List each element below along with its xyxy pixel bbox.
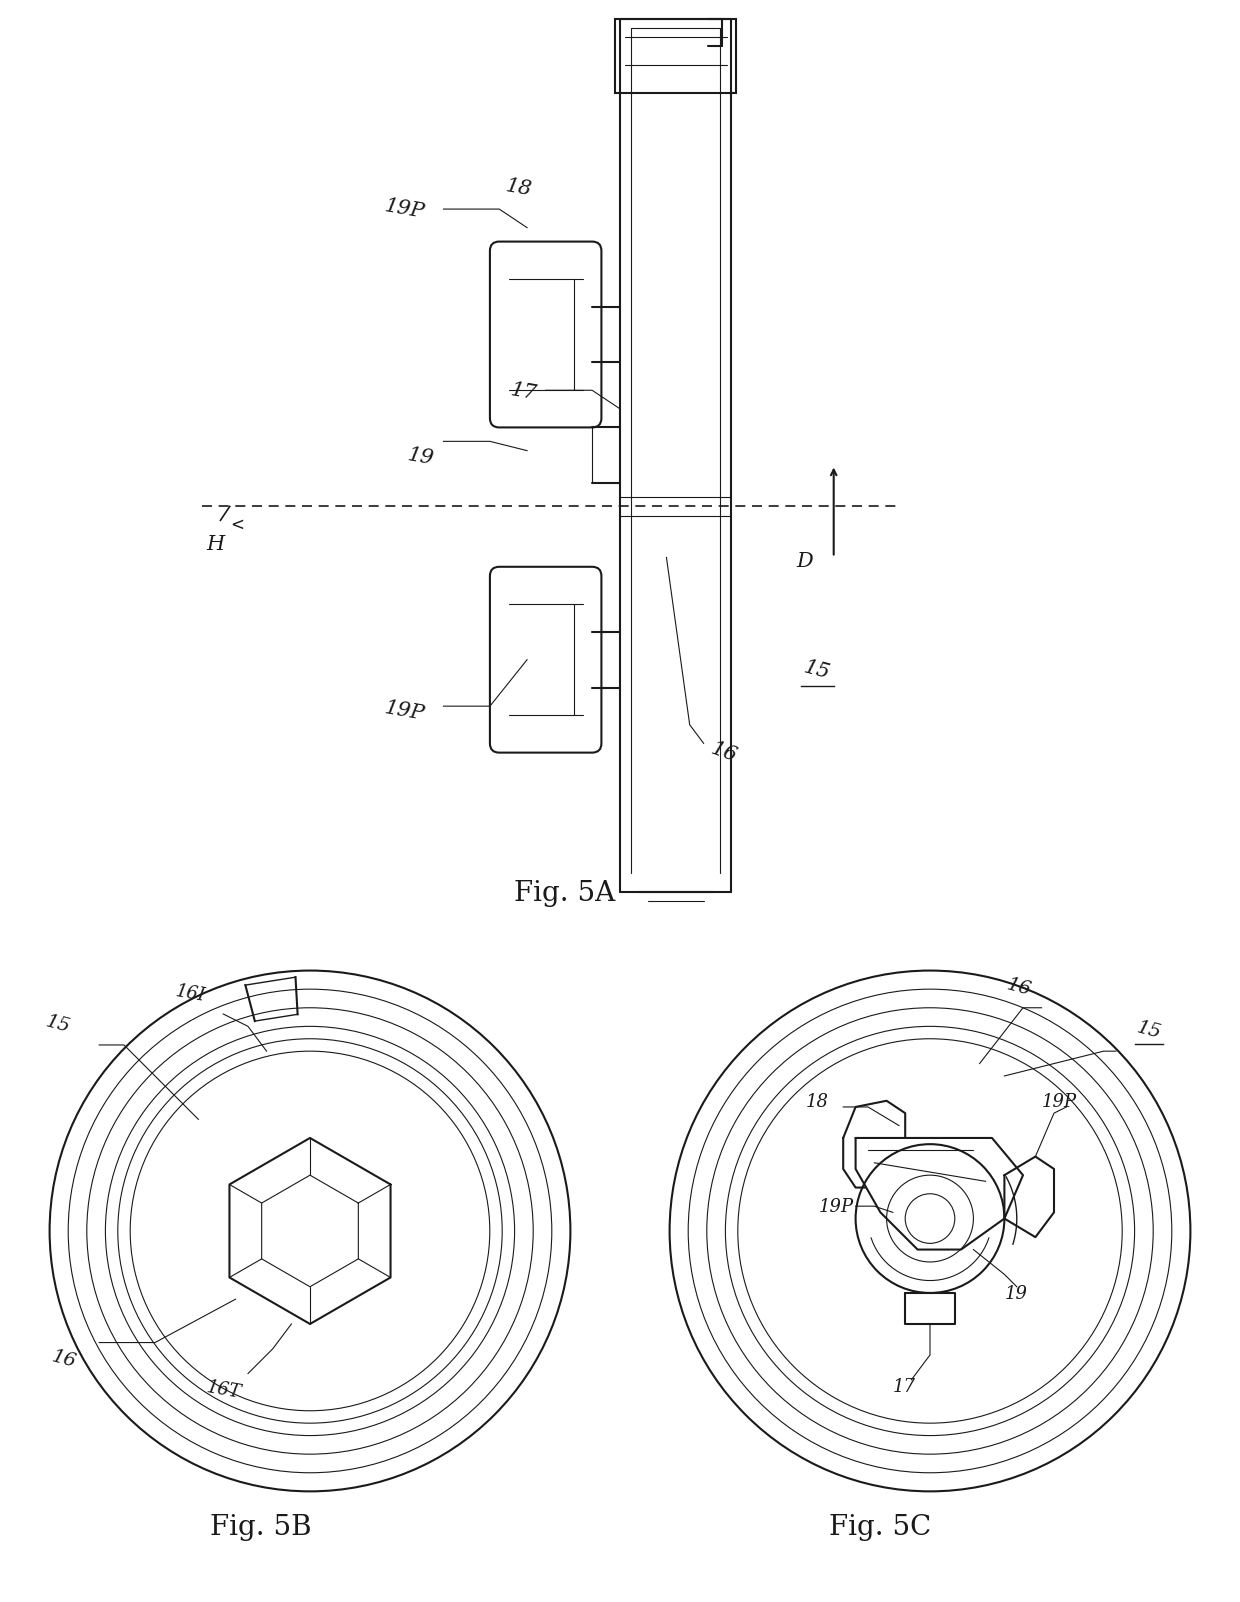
Polygon shape [905, 1293, 955, 1323]
Text: 19P: 19P [1042, 1093, 1076, 1110]
Text: 16: 16 [1004, 976, 1033, 1000]
Text: Fig. 5A: Fig. 5A [513, 879, 615, 907]
Text: 16T: 16T [205, 1379, 242, 1402]
Text: 19P: 19P [818, 1198, 853, 1216]
Text: 15: 15 [801, 657, 832, 682]
Text: 16: 16 [708, 739, 740, 766]
Text: 16I: 16I [174, 982, 206, 1006]
Polygon shape [856, 1137, 1023, 1250]
Text: D: D [796, 551, 813, 570]
Text: 18: 18 [806, 1093, 830, 1110]
Text: 16: 16 [50, 1347, 78, 1371]
Polygon shape [1004, 1157, 1054, 1237]
Text: 15: 15 [43, 1012, 72, 1036]
Text: 19P: 19P [383, 197, 427, 223]
Text: 17: 17 [893, 1378, 916, 1397]
Text: H: H [207, 535, 224, 554]
FancyBboxPatch shape [490, 242, 601, 428]
Text: 19P: 19P [383, 698, 427, 724]
Text: 19: 19 [1004, 1285, 1028, 1302]
Text: Fig. 5B: Fig. 5B [210, 1514, 311, 1541]
Text: 15: 15 [1135, 1019, 1163, 1043]
Text: 18: 18 [503, 176, 533, 199]
Text: 19: 19 [407, 445, 435, 468]
Text: <: < [229, 516, 244, 533]
FancyBboxPatch shape [615, 19, 737, 93]
Text: 17: 17 [508, 380, 538, 404]
FancyBboxPatch shape [490, 567, 601, 753]
Text: Fig. 5C: Fig. 5C [830, 1514, 931, 1541]
